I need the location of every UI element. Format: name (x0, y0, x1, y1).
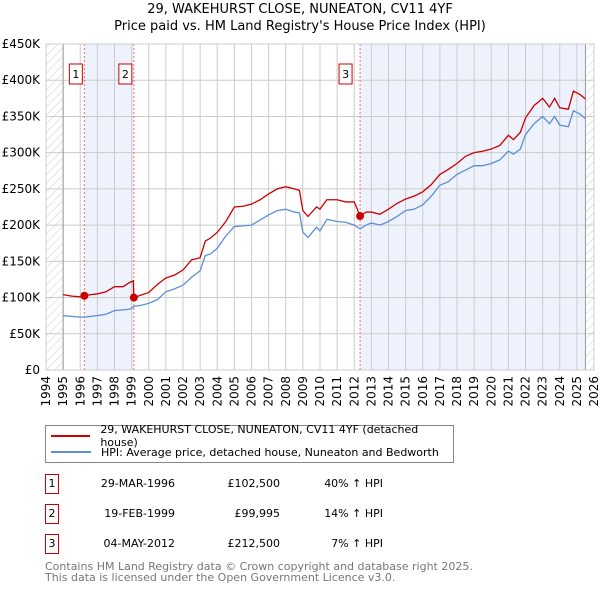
sale-price: £212,500 (227, 537, 281, 550)
footer-licence: This data is licensed under the Open Gov… (45, 571, 396, 584)
y-tick-label: £450K (2, 37, 42, 51)
x-tick-label: 2013 (364, 376, 378, 407)
sale-badge: 3 (45, 534, 59, 554)
series-line (63, 109, 586, 318)
sale-badge-label: 2 (122, 68, 129, 81)
y-tick-label: £400K (2, 73, 42, 87)
x-tick-label: 2024 (553, 376, 567, 407)
sale-badge-box (118, 63, 133, 85)
x-tick-label: 2019 (467, 376, 481, 407)
shaded-range (360, 44, 586, 370)
shaded-range (84, 44, 134, 370)
x-tick-label: 1994 (39, 376, 53, 407)
sale-badge-box (338, 63, 353, 85)
x-tick-label: 2021 (501, 376, 515, 407)
x-tick-label: 1995 (56, 376, 70, 407)
x-tick-label: 2023 (536, 376, 550, 407)
x-tick-label: 1998 (108, 376, 122, 407)
x-tick-label: 2002 (176, 376, 190, 407)
x-tick-label: 2001 (159, 376, 173, 407)
x-tick-label: 2000 (142, 376, 156, 407)
legend-label: 29, WAKEHURST CLOSE, NUNEATON, CV11 4YF … (100, 423, 419, 449)
hatched-range (585, 44, 594, 370)
x-tick-label: 2004 (210, 376, 224, 407)
legend-swatch-red (51, 435, 91, 437)
x-tick-label: 2007 (262, 376, 276, 407)
x-tick-label: 1997 (90, 376, 104, 407)
x-tick-label: 2009 (296, 376, 310, 407)
x-tick-label: 2010 (313, 376, 327, 407)
plot-frame (45, 43, 595, 371)
sale-badge-label: 1 (72, 68, 79, 81)
y-tick-label: £0 (25, 363, 40, 377)
sale-badge: 1 (45, 474, 59, 494)
y-tick-label: £350K (2, 109, 42, 123)
sale-point (80, 291, 89, 300)
chart-subtitle: Price paid vs. HM Land Registry's House … (114, 19, 486, 34)
y-tick-label: £250K (2, 182, 42, 196)
y-tick-label: £150K (2, 254, 42, 268)
sale-badge-label: 3 (342, 68, 349, 81)
x-tick-label: 2022 (519, 376, 533, 407)
series-line (63, 90, 586, 299)
x-tick-label: 2006 (245, 376, 259, 407)
x-tick-label: 2015 (399, 376, 413, 407)
sale-date: 29-MAR-1996 (100, 477, 175, 490)
legend-item-property: 29, WAKEHURST CLOSE, NUNEATON, CV11 4YF … (51, 423, 453, 449)
x-tick-label: 2026 (587, 376, 600, 407)
x-tick-label: 2020 (484, 376, 498, 407)
x-tick-label: 2012 (347, 376, 361, 407)
sale-hpi: 14% ↑ HPI (324, 507, 383, 520)
sale-badge-box (68, 63, 83, 85)
hatched-range (46, 44, 64, 370)
legend-label: HPI: Average price, detached house, Nune… (101, 445, 439, 459)
y-tick-label: £200K (2, 218, 42, 232)
x-tick-label: 1996 (73, 376, 87, 407)
sale-hpi: 7% ↑ HPI (331, 537, 383, 550)
x-tick-label: 2005 (227, 376, 241, 407)
sale-date: 19-FEB-1999 (104, 507, 175, 520)
sale-date: 04-MAY-2012 (103, 537, 175, 550)
x-tick-label: 2014 (382, 376, 396, 407)
x-tick-label: 2025 (570, 376, 584, 407)
x-tick-label: 2011 (330, 376, 344, 407)
legend-swatch-blue (51, 451, 91, 453)
y-tick-label: £100K (2, 291, 42, 305)
legend: 29, WAKEHURST CLOSE, NUNEATON, CV11 4YF … (45, 423, 454, 463)
x-tick-label: 2008 (279, 376, 293, 407)
footer-copyright: Contains HM Land Registry data © Crown c… (45, 560, 473, 573)
x-tick-label: 2018 (450, 376, 464, 407)
legend-item-hpi: HPI: Average price, detached house, Nune… (51, 444, 439, 460)
sale-price: £102,500 (227, 477, 281, 490)
x-tick-label: 2017 (433, 376, 447, 407)
sale-hpi: 40% ↑ HPI (324, 477, 383, 490)
price-chart: 1994 1995 1996 1997 1998 1999 2000 2001 2002 2003… (2, 37, 600, 407)
chart-title: 29, WAKEHURST CLOSE, NUNEATON, CV11 4YF (147, 2, 453, 17)
y-tick-label: £300K (2, 146, 42, 160)
x-tick-label: 2003 (193, 376, 207, 407)
sale-badge: 2 (45, 504, 59, 524)
sale-point (356, 212, 365, 221)
sale-price: £99,995 (234, 507, 281, 520)
sale-point (129, 293, 138, 302)
y-tick-label: £50K (9, 327, 41, 341)
x-tick-label: 1999 (125, 376, 139, 407)
x-tick-label: 2016 (416, 376, 430, 407)
